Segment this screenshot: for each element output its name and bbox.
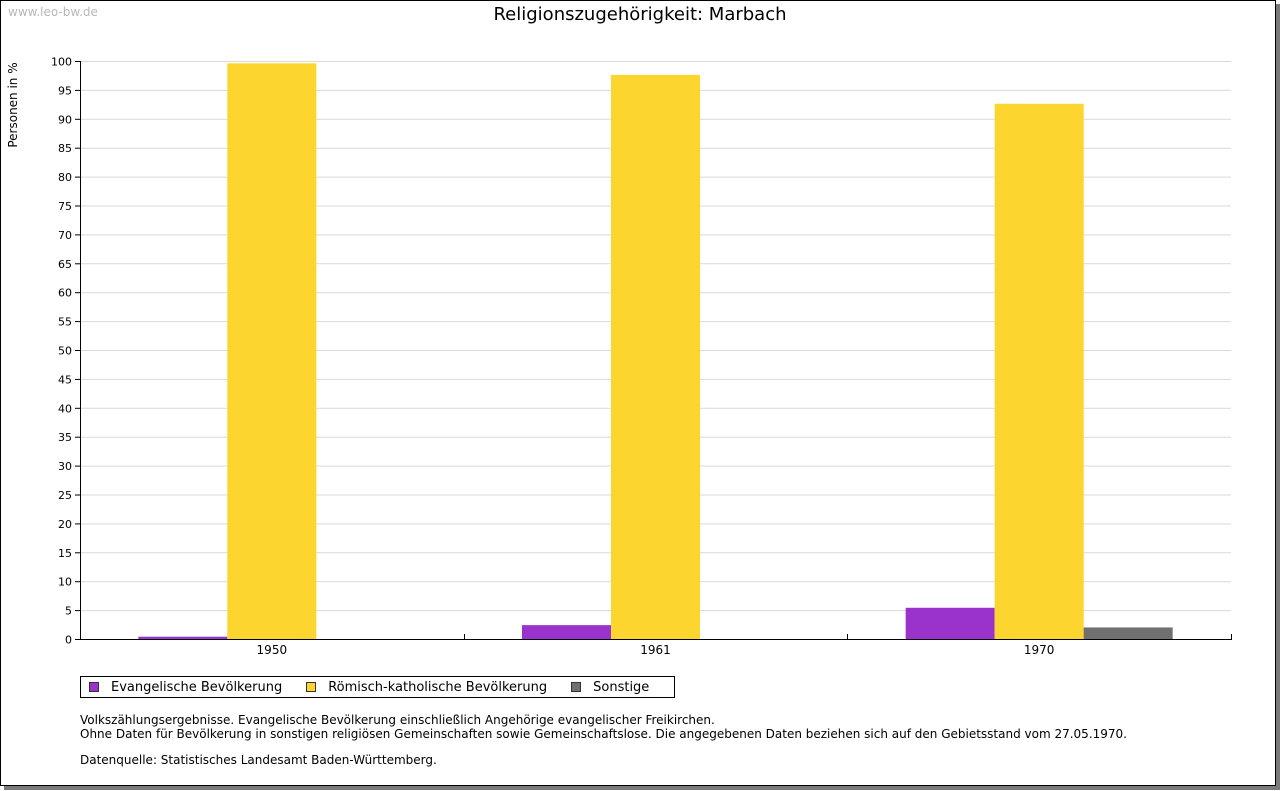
chart-notes: Volkszählungsergebnisse. Evangelische Be… xyxy=(80,713,1127,767)
y-tick-label-90: 90 xyxy=(58,113,72,126)
bar-1970-0 xyxy=(905,607,995,639)
y-tick-label-20: 20 xyxy=(58,518,72,531)
y-tick-label-30: 30 xyxy=(58,460,72,473)
legend-item-sonstige: Sonstige xyxy=(571,680,649,695)
y-tick-label-60: 60 xyxy=(58,287,72,300)
y-tick-label-0: 0 xyxy=(65,634,72,647)
y-tick-label-35: 35 xyxy=(58,431,72,444)
bar-1970-2 xyxy=(1083,627,1173,639)
y-tick-label-40: 40 xyxy=(58,402,72,415)
y-tick-label-25: 25 xyxy=(58,489,72,502)
bar-1961-1 xyxy=(611,74,700,639)
y-tick-label-95: 95 xyxy=(58,84,72,97)
legend-swatch-sonstige xyxy=(571,682,582,692)
x-tick-label-1970: 1970 xyxy=(1024,643,1055,657)
bar-1950-0 xyxy=(138,636,228,639)
y-tick-label-5: 5 xyxy=(65,605,72,618)
y-tick-label-45: 45 xyxy=(58,373,72,386)
y-tick-label-85: 85 xyxy=(58,142,72,155)
chart-title: Religionszugehörigkeit: Marbach xyxy=(493,4,787,25)
bar-1970-1 xyxy=(994,103,1084,640)
bar-1961-0 xyxy=(522,625,611,639)
y-tick-label-15: 15 xyxy=(58,547,72,560)
x-tick-label-1961: 1961 xyxy=(640,643,671,657)
y-tick-label-55: 55 xyxy=(58,316,72,329)
legend-swatch-evangelisch xyxy=(89,682,99,692)
legend-swatch-katholisch xyxy=(306,682,317,692)
note-line-2: Ohne Daten für Bevölkerung in sonstigen … xyxy=(80,727,1127,741)
x-tick-label-1950: 1950 xyxy=(257,643,288,657)
legend: Evangelische Bevölkerung Römisch-katholi… xyxy=(80,676,675,698)
y-tick-label-70: 70 xyxy=(58,229,72,242)
y-tick-label-75: 75 xyxy=(58,200,72,213)
legend-label-evangelisch: Evangelische Bevölkerung xyxy=(111,679,283,695)
y-tick-label-65: 65 xyxy=(58,258,72,271)
legend-label-sonstige: Sonstige xyxy=(593,679,650,695)
legend-item-evangelisch: Evangelische Bevölkerung xyxy=(89,680,282,695)
y-tick-label-80: 80 xyxy=(58,171,72,184)
y-tick-label-100: 100 xyxy=(51,56,72,69)
data-source: Datenquelle: Statistisches Landesamt Bad… xyxy=(80,753,437,767)
y-tick-label-10: 10 xyxy=(58,576,72,589)
note-line-1: Volkszählungsergebnisse. Evangelische Be… xyxy=(80,713,715,727)
legend-item-katholisch: Römisch-katholische Bevölkerung xyxy=(306,680,547,695)
legend-label-katholisch: Römisch-katholische Bevölkerung xyxy=(328,679,548,695)
bar-1950-1 xyxy=(227,63,317,639)
watermark: www.leo-bw.de xyxy=(8,5,98,19)
y-tick-label-50: 50 xyxy=(58,345,72,358)
